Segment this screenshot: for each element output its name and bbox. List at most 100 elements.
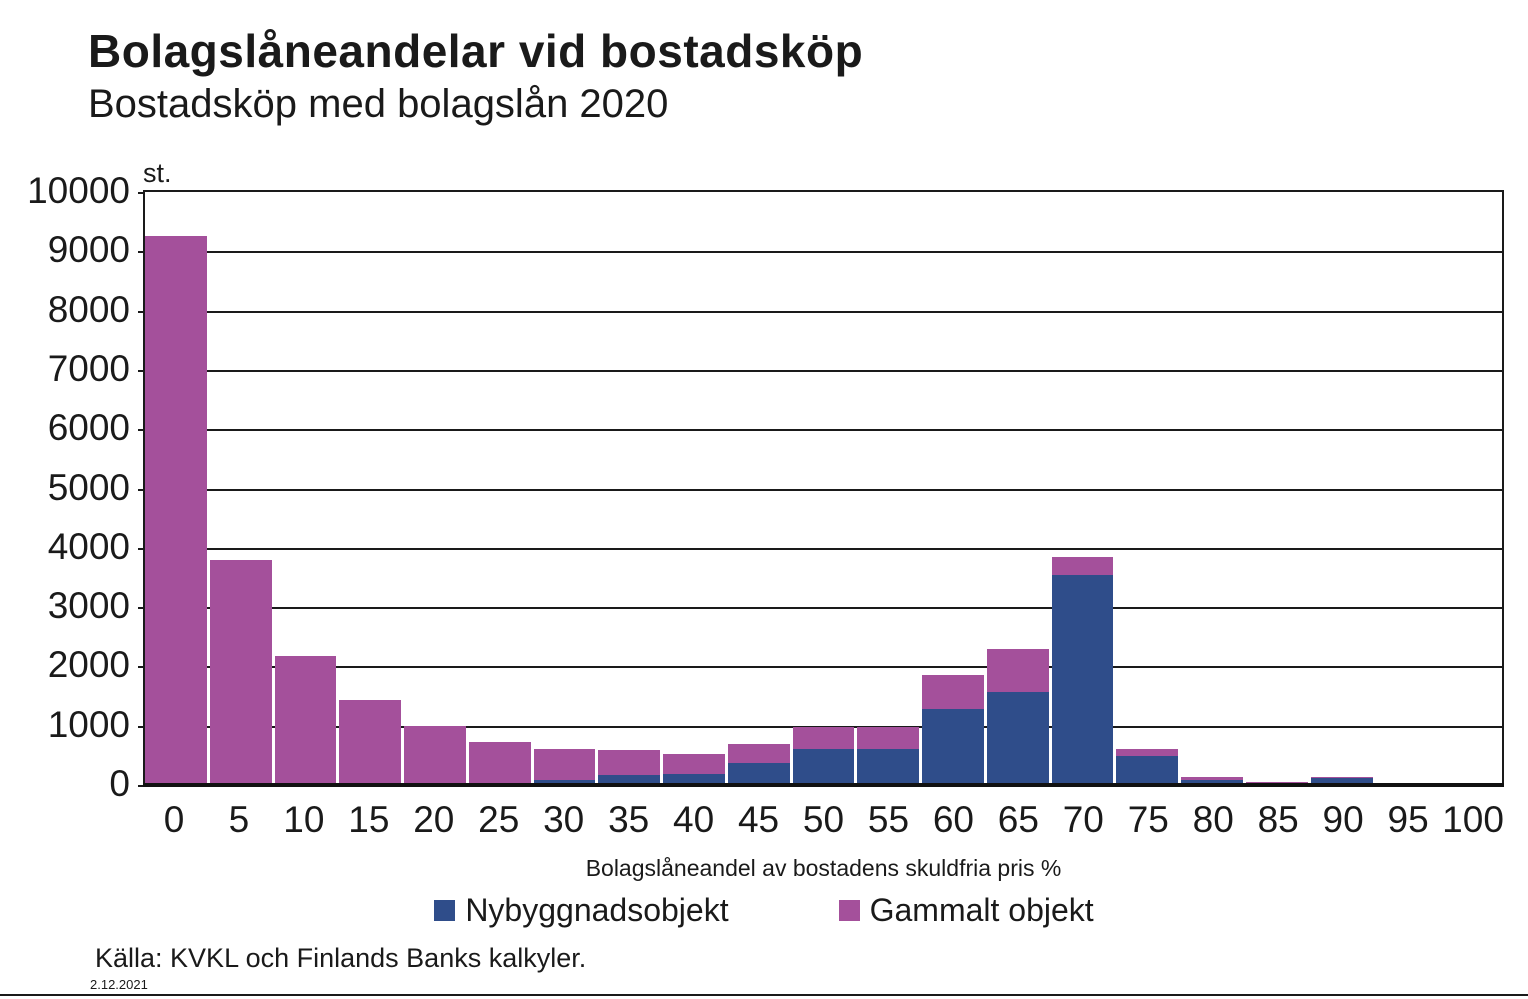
bar-segment-gammalt-objekt (404, 725, 466, 785)
bar-segment-nybyggnadsobjekt (857, 749, 920, 785)
bottom-divider (0, 994, 1528, 996)
y-axis-tick-mark (138, 785, 145, 787)
y-axis-tick-mark (138, 192, 145, 194)
bar-segment-gammalt-objekt (1310, 776, 1373, 778)
y-axis-tick-label: 7000 (47, 347, 130, 389)
x-axis-tick-label: 35 (608, 799, 650, 840)
bar-group-5 (209, 192, 272, 785)
x-axis-tick-label: 85 (1257, 799, 1299, 840)
bar-group-35 (598, 192, 661, 785)
gridline (145, 369, 1502, 372)
bar-group-90 (1310, 192, 1373, 785)
x-axis-tick-label: 20 (413, 799, 455, 840)
bar-segment-gammalt-objekt (274, 656, 337, 785)
chart-legend: Nybyggnadsobjekt Gammalt objekt (0, 892, 1528, 929)
x-axis-tick-label: 65 (997, 799, 1039, 840)
y-axis-tick-label: 9000 (47, 229, 130, 271)
bar-group-20 (404, 192, 466, 785)
bar-group-80 (1181, 192, 1244, 785)
x-axis-title: Bolagslåneandel av bostadens skuldfria p… (585, 855, 1062, 881)
y-axis-tick-mark (138, 310, 145, 313)
bar-segment-gammalt-objekt (1051, 556, 1114, 575)
x-axis-tick-label: 10 (283, 799, 325, 840)
y-axis-unit-label: st. (143, 158, 172, 188)
bar-group-15 (339, 192, 402, 785)
y-axis-tick-mark (138, 666, 145, 669)
bar-series-container (145, 192, 1503, 785)
y-axis-tick-label: 4000 (47, 525, 130, 567)
bar-segment-gammalt-objekt (1246, 782, 1308, 784)
page-title: Bolagslåneandelar vid bostadsköp (88, 25, 864, 77)
y-axis-tick-labels: 0 1000 2000 3000 4000 5000 6000 7000 8000 9000 100… (0, 0, 130, 999)
y-axis-tick-mark (138, 488, 145, 491)
bar-group-85 (1246, 192, 1308, 785)
bar-group-75 (1116, 192, 1179, 785)
x-axis-tick-label: 70 (1062, 799, 1104, 840)
y-axis-tick-mark (138, 547, 145, 550)
y-axis-tick-mark (138, 369, 145, 372)
y-axis-tick-mark (138, 607, 145, 610)
x-axis-tick-label: 90 (1322, 799, 1364, 840)
x-axis-tick-label: 15 (348, 799, 390, 840)
y-axis-tick-label: 0 (109, 763, 130, 804)
bar-segment-gammalt-objekt (922, 674, 984, 709)
x-axis-tick-label: 80 (1192, 799, 1234, 840)
y-axis-tick-label: 6000 (47, 407, 130, 449)
bar-group-65 (986, 192, 1049, 785)
date-stamp: 2.12.2021 (90, 977, 148, 992)
y-axis-tick-label: 3000 (47, 585, 130, 627)
bar-segment-gammalt-objekt (209, 559, 272, 785)
x-axis-tick-label: 5 (228, 799, 250, 840)
bar-segment-nybyggnadsobjekt (598, 774, 661, 785)
bar-group-70 (1051, 192, 1114, 785)
bar-group-50 (792, 192, 855, 785)
bar-segment-nybyggnadsobjekt (533, 779, 596, 785)
bar-segment-gammalt-objekt (857, 726, 920, 750)
gridline (145, 429, 1502, 432)
x-axis-tick-label: 55 (867, 799, 910, 840)
y-axis-tick-mark (138, 725, 145, 728)
x-axis-tick-label: 30 (543, 799, 585, 840)
source-note: Källa: KVKL och Finlands Banks kalkyler. (95, 943, 587, 973)
gridline (145, 607, 1502, 610)
bar-segment-gammalt-objekt (663, 754, 725, 774)
bar-segment-nybyggnadsobjekt (1116, 755, 1179, 785)
gridline (145, 310, 1502, 313)
bar-group-30 (533, 192, 596, 785)
x-axis-tick-label: 50 (802, 799, 845, 840)
bar-group-55 (857, 192, 920, 785)
bar-segment-nybyggnadsobjekt (1181, 780, 1244, 785)
bar-group-45 (727, 192, 790, 785)
bar-group-25 (468, 192, 531, 785)
page-subtitle: Bostadsköp med bolagslån 2020 (88, 82, 669, 126)
bar-segment-nybyggnadsobjekt (792, 749, 855, 785)
x-axis-tick-label: 45 (737, 799, 780, 840)
x-axis-tick-label: 25 (478, 799, 520, 840)
bar-segment-nybyggnadsobjekt (1310, 777, 1373, 785)
gridline (145, 547, 1502, 550)
bar-segment-gammalt-objekt (986, 648, 1049, 692)
bar-group-100 (1440, 192, 1503, 785)
legend-item-gammalt-objekt: Gammalt objekt (838, 892, 1094, 929)
bar-segment-nybyggnadsobjekt (1051, 574, 1114, 785)
legend-swatch-icon (838, 900, 860, 921)
y-axis-tick-mark (138, 251, 145, 254)
x-axis-tick-label: 100 (1442, 799, 1504, 840)
gridline (145, 666, 1502, 669)
x-axis-tick-label: 40 (673, 799, 715, 840)
x-axis-tick-labels: 0 5 10 15 20 25 30 35 40 45 50 55 60 65 70 75 80 85 90 95 10… (143, 800, 1504, 840)
bar-segment-gammalt-objekt (727, 743, 790, 764)
y-axis-tick-label: 8000 (47, 288, 130, 330)
x-axis-line (143, 783, 1504, 787)
bar-segment-gammalt-objekt (1181, 776, 1244, 781)
bar-segment-gammalt-objekt (1116, 748, 1179, 756)
bar-segment-nybyggnadsobjekt (727, 763, 790, 785)
bar-segment-gammalt-objekt (598, 750, 661, 775)
legend-label: Nybyggnadsobjekt (465, 892, 729, 928)
y-axis-tick-label: 1000 (47, 703, 130, 745)
y-axis-tick-mark (138, 429, 145, 432)
gridline (145, 725, 1502, 728)
bar-group-60 (922, 192, 984, 785)
legend-item-nybyggnadsobjekt: Nybyggnadsobjekt (434, 892, 729, 929)
x-axis-tick-label: 95 (1387, 799, 1429, 840)
